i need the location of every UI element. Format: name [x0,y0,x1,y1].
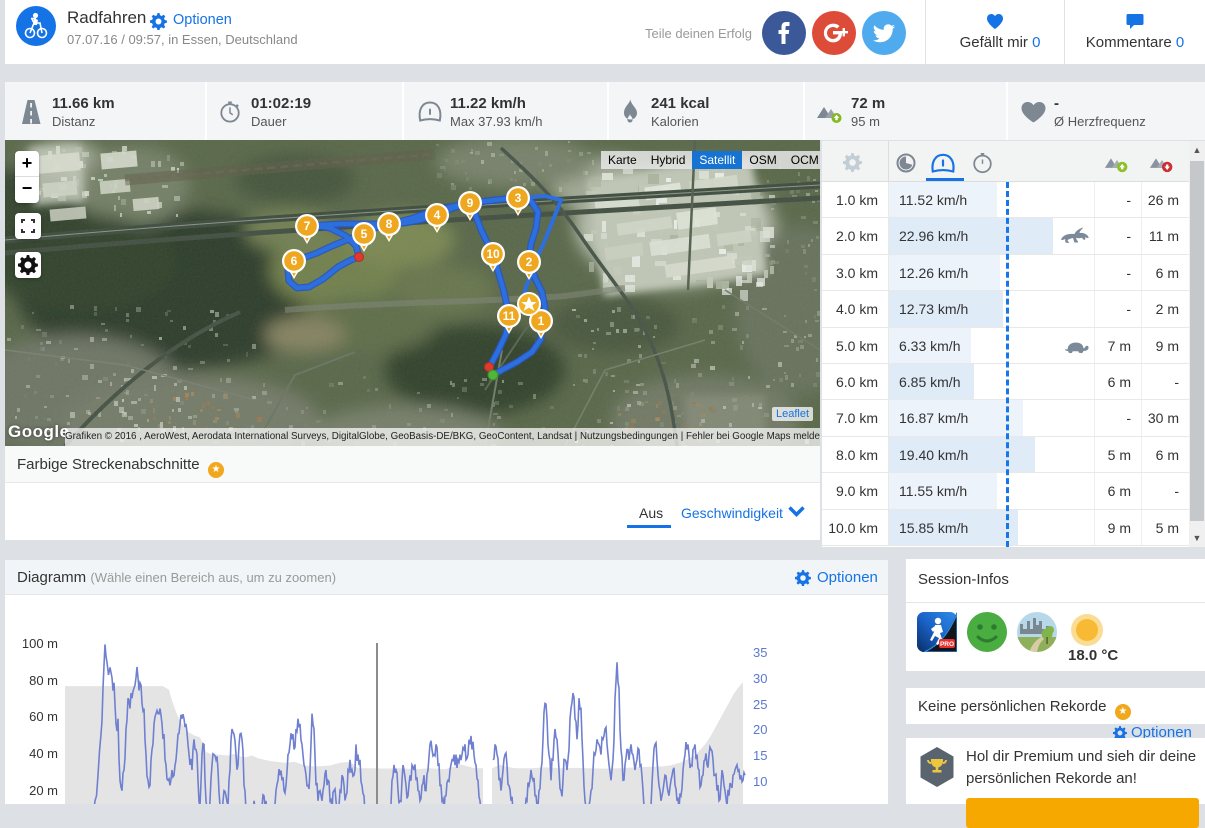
svg-text:PRO: PRO [940,641,954,648]
svg-text:11: 11 [503,309,516,323]
svg-text:3: 3 [515,191,522,205]
svg-text:9: 9 [467,196,474,210]
svg-text:2: 2 [526,255,533,269]
svg-text:5: 5 [361,227,368,241]
svg-text:6: 6 [291,254,298,268]
svg-text:10: 10 [486,247,500,261]
svg-text:1: 1 [538,314,545,328]
svg-text:7: 7 [304,219,311,233]
svg-text:4: 4 [434,208,441,222]
svg-text:8: 8 [386,217,393,231]
